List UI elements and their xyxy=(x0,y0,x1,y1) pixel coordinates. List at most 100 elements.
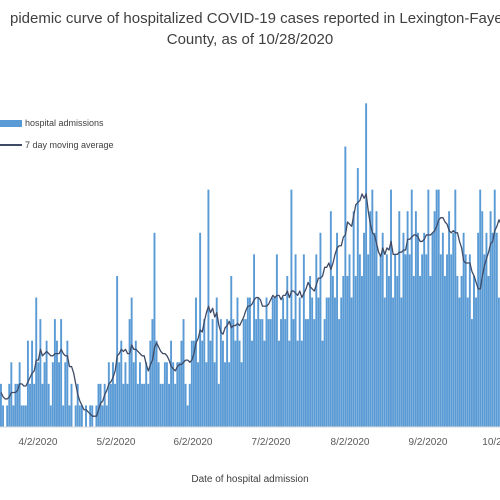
bar-119 xyxy=(246,297,249,427)
bar-20 xyxy=(41,383,44,427)
bars-group xyxy=(0,103,500,428)
bar-22 xyxy=(45,340,48,427)
bar-182 xyxy=(377,275,380,427)
bar-183 xyxy=(379,254,382,427)
bar-159 xyxy=(329,211,332,427)
bar-157 xyxy=(325,297,328,427)
bar-218 xyxy=(452,232,455,427)
bar-81 xyxy=(168,383,170,427)
bar-164 xyxy=(340,297,343,427)
bar-71 xyxy=(147,383,150,427)
bar-50 xyxy=(103,383,106,427)
bar-180 xyxy=(373,232,376,427)
bar-226 xyxy=(468,254,471,427)
bar-15 xyxy=(31,340,34,427)
bar-109 xyxy=(226,319,229,427)
bar-209 xyxy=(433,211,436,427)
bar-187 xyxy=(387,275,390,427)
bar-198 xyxy=(410,189,413,427)
bar-148 xyxy=(307,319,309,427)
bar-82 xyxy=(170,340,173,427)
bar-62 xyxy=(128,319,131,427)
bar-220 xyxy=(456,275,459,427)
bar-58 xyxy=(120,340,123,427)
bar-154 xyxy=(319,232,322,427)
bar-122 xyxy=(253,254,256,427)
bar-211 xyxy=(437,189,440,427)
bar-207 xyxy=(429,275,432,427)
bar-169 xyxy=(350,297,353,427)
bar-232 xyxy=(481,211,484,427)
bar-177 xyxy=(367,254,370,427)
x-tick-label-3: 7/2/2020 xyxy=(252,437,291,448)
bar-91 xyxy=(188,383,191,427)
bar-130 xyxy=(269,319,272,427)
bar-170 xyxy=(352,211,355,427)
bar-214 xyxy=(443,275,446,427)
bar-146 xyxy=(302,254,305,427)
bar-89 xyxy=(184,383,187,427)
bar-191 xyxy=(396,275,399,427)
bar-196 xyxy=(406,211,409,427)
bar-203 xyxy=(421,254,424,427)
bar-64 xyxy=(132,362,135,427)
bar-155 xyxy=(321,340,324,427)
bar-197 xyxy=(408,254,411,427)
bar-228 xyxy=(473,275,475,427)
bar-56 xyxy=(116,275,119,427)
legend-item-hospital-admissions: hospital admissions xyxy=(0,118,104,128)
bar-76 xyxy=(157,362,160,427)
bar-175 xyxy=(363,232,365,427)
bar-106 xyxy=(219,319,222,427)
bar-43 xyxy=(89,405,92,427)
bar-90 xyxy=(186,405,189,427)
bar-39 xyxy=(80,405,83,427)
bar-66 xyxy=(136,383,139,427)
bar-185 xyxy=(383,297,386,427)
bar-36 xyxy=(74,405,77,427)
bar-121 xyxy=(251,340,253,427)
bar-86 xyxy=(178,362,181,427)
bar-5 xyxy=(10,362,13,427)
bar-200 xyxy=(414,211,417,427)
bar-143 xyxy=(296,340,299,427)
bar-23 xyxy=(47,383,50,427)
bar-33 xyxy=(68,405,71,427)
bar-99 xyxy=(205,362,208,427)
bar-107 xyxy=(221,340,224,427)
bar-178 xyxy=(369,211,372,427)
bar-105 xyxy=(217,383,220,427)
bar-113 xyxy=(234,340,237,427)
bar-163 xyxy=(338,319,341,427)
bar-34 xyxy=(70,383,73,427)
bar-156 xyxy=(323,319,326,427)
bar-129 xyxy=(267,319,270,427)
bar-84 xyxy=(174,383,177,427)
bar-10 xyxy=(20,405,23,427)
bar-167 xyxy=(346,275,349,427)
bar-77 xyxy=(159,383,162,427)
bar-174 xyxy=(361,275,363,427)
bar-173 xyxy=(358,254,361,427)
legend-label-hospital-admissions: hospital admissions xyxy=(25,118,104,128)
bar-118 xyxy=(244,319,247,427)
bar-238 xyxy=(493,189,496,427)
bar-138 xyxy=(286,275,289,427)
bar-80 xyxy=(165,362,168,427)
bar-57 xyxy=(118,362,121,427)
bar-236 xyxy=(489,211,492,427)
bar-19 xyxy=(39,319,42,427)
x-tick-label-1: 5/2/2020 xyxy=(97,437,136,448)
bar-186 xyxy=(385,254,388,427)
bar-102 xyxy=(211,319,214,427)
bar-104 xyxy=(215,297,218,427)
bar-83 xyxy=(172,362,175,427)
bar-137 xyxy=(284,319,287,427)
bar-103 xyxy=(213,362,216,427)
bar-68 xyxy=(141,383,143,427)
bar-124 xyxy=(257,297,260,427)
bar-132 xyxy=(273,297,276,427)
bar-210 xyxy=(435,189,438,427)
bar-0 xyxy=(0,383,2,427)
bar-74 xyxy=(153,232,156,427)
